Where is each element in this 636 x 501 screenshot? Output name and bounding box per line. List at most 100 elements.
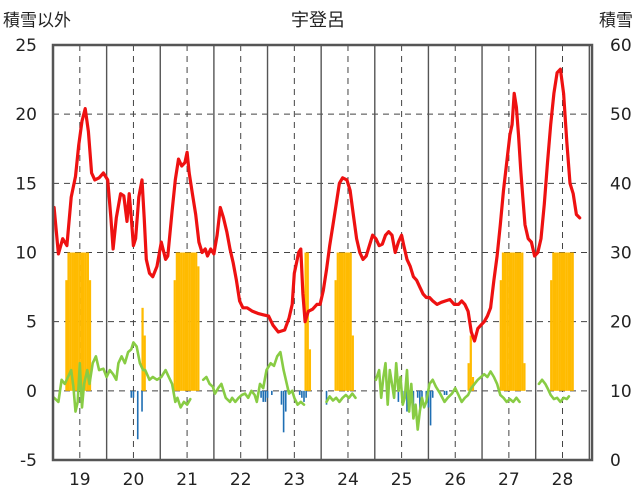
bar	[280, 390, 283, 405]
bar	[141, 307, 144, 391]
bar	[416, 390, 419, 398]
bar	[565, 252, 568, 391]
chart-title: 宇登呂	[291, 10, 345, 31]
bar	[262, 390, 265, 402]
bar	[260, 390, 262, 398]
bar	[190, 252, 194, 391]
bar	[510, 252, 513, 391]
left-tick-label: 0	[26, 382, 37, 402]
bar	[567, 252, 570, 391]
bar	[550, 280, 553, 391]
bar	[521, 252, 524, 391]
bar	[192, 252, 196, 391]
bar	[501, 252, 505, 391]
bar	[552, 252, 555, 391]
right-axis-title: 積雪	[599, 11, 633, 31]
bar	[334, 280, 337, 391]
left-axis-title: 積雪以外	[3, 11, 71, 31]
other-line	[201, 350, 306, 406]
bar	[469, 335, 472, 391]
bar	[306, 252, 309, 391]
bar	[143, 335, 146, 391]
bar	[84, 252, 87, 391]
bar-series	[65, 252, 574, 440]
x-tick-label: 25	[391, 470, 413, 490]
right-tick-label: 20	[610, 313, 632, 333]
bar	[266, 390, 269, 398]
x-tick-label: 26	[444, 470, 466, 490]
bar	[177, 252, 181, 391]
bar	[325, 390, 328, 405]
bar	[571, 252, 574, 391]
bar	[298, 390, 301, 395]
bar	[186, 252, 189, 391]
bar	[271, 390, 273, 395]
bar	[71, 252, 74, 391]
bar	[308, 349, 312, 391]
bar	[556, 252, 559, 391]
bar	[514, 252, 517, 391]
bar	[76, 252, 79, 391]
bar	[345, 252, 348, 391]
bar	[303, 390, 305, 402]
x-tick-label: 24	[337, 470, 359, 490]
x-tick-label: 27	[498, 470, 520, 490]
bar	[347, 252, 350, 391]
bar	[397, 390, 400, 402]
bar	[136, 390, 139, 440]
x-tick-label: 20	[123, 470, 145, 490]
bar	[305, 390, 307, 398]
right-tick-label: 0	[610, 451, 621, 471]
x-tick-label: 21	[176, 470, 198, 490]
bar	[82, 252, 85, 391]
other-line	[52, 341, 192, 413]
right-tick-label: 60	[610, 36, 632, 56]
left-tick-label: 15	[15, 174, 37, 194]
bar	[67, 252, 70, 391]
bar	[340, 252, 344, 391]
bar	[445, 390, 448, 395]
bar	[343, 252, 346, 391]
line-series	[52, 67, 582, 431]
bar	[512, 252, 515, 391]
x-tick-label: 23	[284, 470, 306, 490]
bar	[301, 390, 303, 398]
other-line	[325, 392, 357, 404]
plot-border	[51, 43, 594, 462]
bar	[419, 390, 421, 412]
snow-depth-line	[52, 67, 582, 343]
bar	[65, 280, 68, 391]
bar	[558, 252, 561, 391]
x-tick-label: 28	[552, 470, 574, 490]
bar	[351, 335, 354, 391]
bar	[427, 390, 430, 408]
bar	[516, 252, 520, 391]
bar	[130, 390, 133, 398]
bar	[406, 390, 408, 412]
bar	[88, 280, 92, 391]
bar	[508, 252, 511, 391]
x-tick-label: 19	[69, 470, 91, 490]
bar	[141, 390, 143, 412]
bar	[467, 363, 470, 391]
bar	[195, 252, 198, 391]
bar	[429, 390, 432, 426]
bar	[173, 280, 176, 391]
bar	[282, 390, 285, 433]
bar	[180, 252, 183, 391]
bar	[338, 252, 342, 391]
bar	[284, 390, 287, 412]
bar	[554, 252, 557, 391]
plot-frame	[51, 43, 594, 462]
bar	[349, 252, 352, 391]
other-line	[374, 361, 521, 431]
bar	[443, 390, 446, 395]
bar	[264, 390, 267, 402]
left-tick-label: 20	[15, 105, 37, 125]
bar	[431, 390, 434, 398]
bar	[503, 252, 507, 391]
bar	[132, 390, 135, 398]
bar	[73, 252, 77, 391]
